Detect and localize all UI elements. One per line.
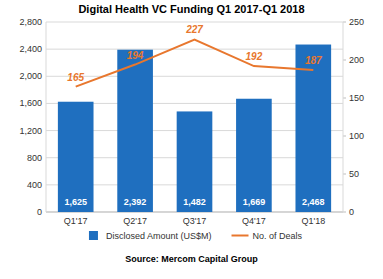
bar-label: 1,482	[183, 197, 206, 207]
x-tick-label: Q1'17	[64, 216, 88, 226]
y-tick-label: 400	[27, 180, 42, 190]
legend-item: Disclosed Amount (US$M)	[89, 231, 212, 241]
legend: Disclosed Amount (US$M) No. of Deals	[89, 231, 303, 241]
line-label: 187	[305, 55, 322, 66]
line	[76, 39, 314, 86]
bar	[117, 50, 153, 212]
x-tick-label: Q3'17	[183, 216, 207, 226]
y-tick-label: 1,600	[19, 98, 42, 108]
bar-label: 1,625	[64, 197, 87, 207]
y-tick-label: 1,200	[19, 126, 42, 136]
line-label: 227	[185, 24, 203, 35]
legend-swatch	[89, 231, 98, 240]
x-tick-label: Q2'17	[123, 216, 147, 226]
line-label: 192	[246, 51, 263, 62]
bar	[58, 102, 94, 212]
y2-tick-label: 250	[349, 17, 364, 27]
grid-line	[46, 22, 343, 23]
legend-label: Disclosed Amount (US$M)	[106, 231, 212, 241]
bar	[236, 99, 272, 212]
y2-tick-label: 0	[349, 207, 354, 217]
y2-tick-label: 150	[349, 93, 364, 103]
y2-tick-label: 200	[349, 55, 364, 65]
y-tick-label: 2,400	[19, 44, 42, 54]
bar-label: 2,468	[302, 197, 325, 207]
y2-axis	[343, 22, 344, 212]
bar-label: 2,392	[124, 197, 147, 207]
y-tick-label: 2,000	[19, 71, 42, 81]
chart: Digital Health VC Funding Q1 2017-Q1 201…	[0, 0, 383, 279]
bar-label: 1,669	[243, 197, 266, 207]
source: Source: Mercom Capital Group	[125, 254, 258, 264]
data-labels: 1,625 2,392 1,482 1,669 2,468 165 194 227 192 187	[64, 24, 324, 207]
line-label: 194	[127, 50, 144, 61]
plot-area	[58, 39, 331, 212]
y-axis	[46, 22, 47, 212]
legend-item: No. of Deals	[232, 231, 303, 241]
title: Digital Health VC Funding Q1 2017-Q1 201…	[78, 3, 304, 15]
y2-tick-label: 100	[349, 131, 364, 141]
legend-label: No. of Deals	[253, 231, 303, 241]
y-tick-label: 800	[27, 153, 42, 163]
y2-tick-label: 50	[349, 169, 359, 179]
y-tick-label: 2,800	[19, 17, 42, 27]
bar	[177, 111, 213, 212]
x-tick-label: Q4'17	[242, 216, 266, 226]
line-label: 165	[67, 72, 84, 83]
x-tick-label: Q1'18	[301, 216, 325, 226]
y-tick-label: 0	[37, 207, 42, 217]
legend-swatch	[232, 235, 249, 237]
